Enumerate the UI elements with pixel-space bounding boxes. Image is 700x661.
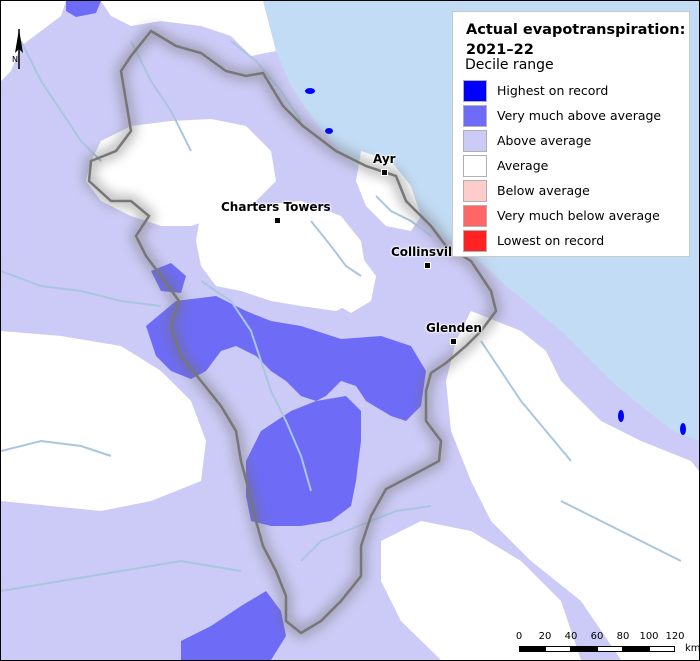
- legend-item: Below average: [463, 178, 661, 203]
- legend-item: Average: [463, 153, 661, 178]
- legend-label: Very much below average: [497, 208, 660, 223]
- legend-swatch: [463, 154, 487, 177]
- legend-item: Lowest on record: [463, 228, 661, 253]
- scale-segment: [519, 646, 545, 652]
- north-arrow-icon: [15, 29, 23, 69]
- town-label-ayr: Ayr: [373, 152, 396, 166]
- legend-label: Above average: [497, 133, 592, 148]
- legend-items: Highest on record Very much above average…: [463, 78, 661, 253]
- scale-segment: [571, 646, 597, 652]
- legend-item: Very much above average: [463, 103, 661, 128]
- scale-segment: [545, 646, 571, 652]
- town-dot-collinsville: [424, 262, 431, 269]
- legend-label: Lowest on record: [497, 233, 605, 248]
- scale-unit: km: [685, 643, 700, 654]
- legend-swatch: [463, 129, 487, 152]
- legend-item: Highest on record: [463, 78, 661, 103]
- scale-tick-label: 80: [616, 631, 630, 642]
- legend-swatch: [463, 179, 487, 202]
- legend-subtitle: Decile range: [465, 57, 554, 73]
- legend-swatch: [463, 204, 487, 227]
- legend-swatch: [463, 229, 487, 252]
- legend-label: Very much above average: [497, 108, 662, 123]
- legend-title: Actual evapotranspiration: 2021–22: [466, 22, 686, 58]
- map-legend: Actual evapotranspiration: 2021–22 Decil…: [452, 11, 690, 257]
- legend-label: Below average: [497, 183, 590, 198]
- legend-label: Highest on record: [497, 83, 609, 98]
- scale-segment: [623, 646, 649, 652]
- town-label-collinsville: Collinsvil: [391, 245, 453, 259]
- very-much-above-average-areas: [66, 1, 426, 660]
- town-dot-glenden: [450, 338, 457, 345]
- scale-segment: [649, 646, 675, 652]
- scale-segment: [597, 646, 623, 652]
- scale-tick-label: 100: [639, 631, 659, 642]
- town-label-glenden: Glenden: [426, 321, 482, 335]
- town-dot-ayr: [381, 169, 388, 176]
- catchment-boundary: [87, 29, 498, 635]
- town-label-charters-towers: Charters Towers: [221, 200, 331, 214]
- scale-tick-label: 0: [515, 631, 523, 642]
- legend-swatch: [463, 104, 487, 127]
- scale-tick-label: 20: [538, 631, 552, 642]
- scale-tick-label: 60: [590, 631, 604, 642]
- legend-label: Average: [497, 158, 549, 173]
- legend-swatch: [463, 79, 487, 102]
- scale-tick-label: 120: [665, 631, 685, 642]
- legend-item: Very much below average: [463, 203, 661, 228]
- legend-item: Above average: [463, 128, 661, 153]
- north-label: N: [12, 55, 18, 64]
- scale-bar: km 0 20 40 60 80 100 120: [515, 631, 699, 655]
- town-dot-charters-towers: [274, 217, 281, 224]
- scale-tick-label: 40: [564, 631, 578, 642]
- highest-on-record-areas: [305, 88, 686, 435]
